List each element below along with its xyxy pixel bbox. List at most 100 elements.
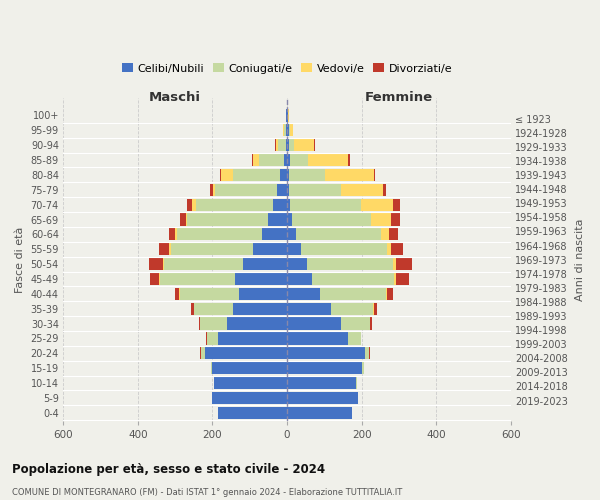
Bar [356,377,357,389]
Bar [348,154,350,166]
Bar [160,273,235,285]
Bar [207,332,218,344]
Bar [365,347,369,360]
Bar [243,258,287,270]
Y-axis label: Anni di nascita: Anni di nascita [575,218,585,301]
Bar [373,302,374,315]
Bar [211,362,212,374]
Text: Maschi: Maschi [149,90,201,104]
Bar [277,184,287,196]
Bar [287,347,365,360]
Bar [163,258,164,270]
Bar [383,184,386,196]
Bar [159,243,169,256]
Bar [287,392,358,404]
Bar [287,332,347,344]
Bar [187,214,268,226]
Bar [388,288,392,300]
Bar [387,243,391,256]
Bar [395,273,409,285]
Bar [201,347,205,360]
Bar [331,302,373,315]
Bar [287,243,301,256]
Bar [287,184,289,196]
Bar [213,184,215,196]
Bar [284,124,286,136]
Bar [259,154,284,166]
Bar [262,228,287,240]
Bar [196,198,273,210]
Bar [210,184,213,196]
Bar [287,169,289,181]
Bar [313,273,394,285]
Bar [175,228,176,240]
Bar [292,214,371,226]
Bar [287,406,352,419]
Bar [220,169,221,181]
Bar [374,169,375,181]
Bar [276,139,278,151]
Bar [289,124,290,136]
Bar [294,139,314,151]
Bar [287,198,290,210]
Bar [169,228,175,240]
Bar [381,228,389,240]
Bar [212,362,287,374]
Bar [320,288,386,300]
Bar [176,228,262,240]
Bar [370,318,372,330]
Bar [149,258,163,270]
Bar [191,302,194,315]
Bar [296,228,381,240]
Bar [308,154,348,166]
Bar [287,362,362,374]
Bar [233,302,287,315]
Bar [218,332,287,344]
Bar [361,198,394,210]
Bar [253,154,259,166]
Text: Femmine: Femmine [365,90,433,104]
Bar [394,258,397,270]
Bar [287,318,341,330]
Bar [150,273,160,285]
Bar [215,184,277,196]
Bar [341,184,383,196]
Bar [289,184,341,196]
Bar [286,110,287,122]
Bar [169,243,170,256]
Bar [287,110,288,122]
Bar [288,110,289,122]
Bar [287,124,289,136]
Bar [268,214,287,226]
Bar [283,124,284,136]
Bar [391,214,400,226]
Bar [175,288,179,300]
Bar [273,198,287,210]
Bar [227,318,287,330]
Bar [362,362,364,374]
Bar [187,198,192,210]
Bar [275,139,276,151]
Bar [287,228,296,240]
Bar [301,243,387,256]
Bar [287,302,331,315]
Y-axis label: Fasce di età: Fasce di età [15,226,25,293]
Bar [290,124,293,136]
Bar [199,318,200,330]
Bar [192,198,196,210]
Bar [194,302,233,315]
Bar [206,332,207,344]
Bar [289,169,325,181]
Bar [218,406,287,419]
Bar [289,139,294,151]
Bar [290,154,308,166]
Bar [374,302,377,315]
Bar [394,273,395,285]
Bar [287,154,290,166]
Bar [287,214,292,226]
Text: Popolazione per età, sesso e stato civile - 2024: Popolazione per età, sesso e stato civil… [12,462,325,475]
Bar [164,258,243,270]
Bar [287,273,313,285]
Bar [286,124,287,136]
Bar [284,154,287,166]
